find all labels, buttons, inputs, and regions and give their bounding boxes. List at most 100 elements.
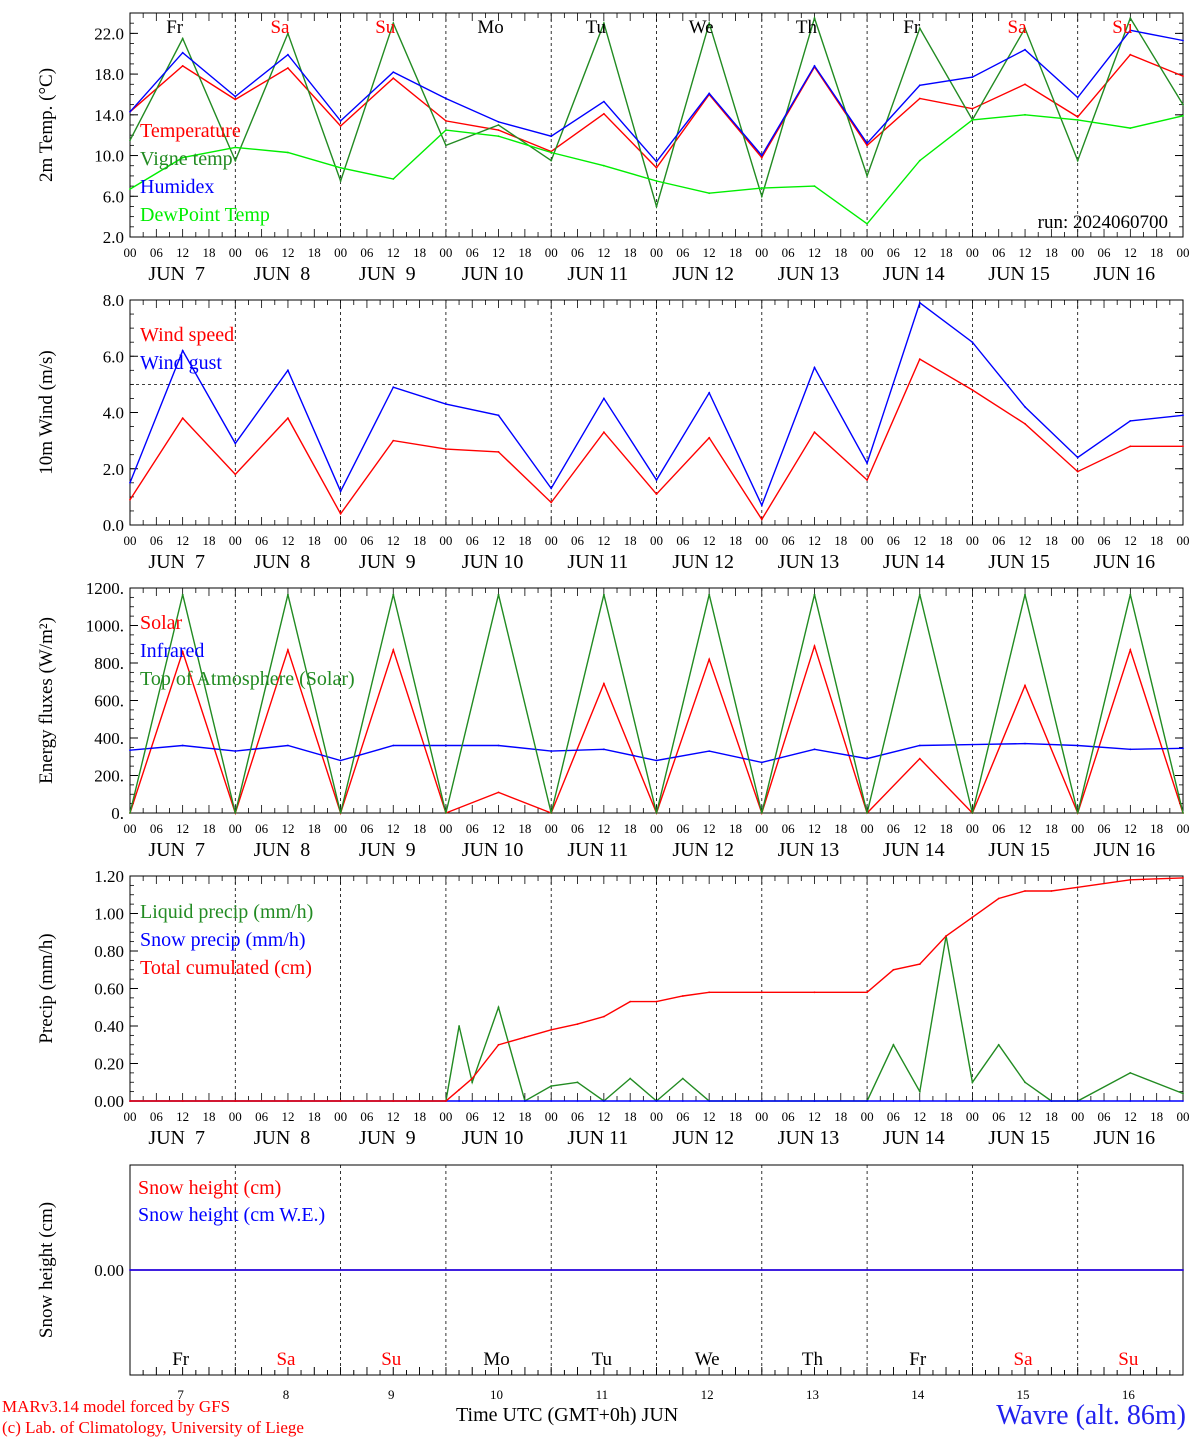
data-point xyxy=(603,22,605,25)
hour-tick-label: 06 xyxy=(255,1109,269,1124)
data-point xyxy=(129,481,131,484)
data-point xyxy=(129,749,131,752)
data-point xyxy=(1182,414,1184,417)
hour-tick-label: 18 xyxy=(1150,533,1163,548)
data-point xyxy=(287,151,289,154)
data-point xyxy=(550,750,553,752)
legend-entry: DewPoint Temp xyxy=(140,204,270,226)
hour-tick-label: 00 xyxy=(334,821,347,836)
hour-tick-label: 12 xyxy=(1124,245,1137,260)
hour-tick-label: 12 xyxy=(703,821,716,836)
hour-tick-label: 18 xyxy=(834,1109,847,1124)
data-point xyxy=(445,97,447,100)
hour-tick-label: 12 xyxy=(1124,1109,1137,1124)
data-point xyxy=(1024,113,1026,116)
data-point xyxy=(234,812,237,814)
hour-tick-label: 06 xyxy=(782,821,796,836)
series-line xyxy=(129,15,1184,210)
data-point xyxy=(445,812,447,814)
hour-tick-label: 00 xyxy=(439,533,452,548)
hour-tick-label: 18 xyxy=(202,1109,215,1124)
date-label: JUN 9 xyxy=(359,263,416,285)
day-abbr-label: Su xyxy=(1118,1349,1139,1370)
hour-tick-label: 12 xyxy=(913,1109,926,1124)
hour-tick-label: 06 xyxy=(992,245,1006,260)
data-point xyxy=(576,1023,579,1025)
data-point xyxy=(813,748,816,751)
data-point xyxy=(497,451,500,453)
hour-tick-label: 06 xyxy=(1098,821,1112,836)
day-abbr-label: We xyxy=(689,17,714,38)
data-point xyxy=(181,65,184,67)
data-point xyxy=(1076,159,1079,162)
day-abbr-label: Sa xyxy=(276,1349,296,1370)
hour-tick-label: 00 xyxy=(966,821,979,836)
data-point xyxy=(603,164,605,167)
data-point xyxy=(550,151,553,154)
data-point xyxy=(760,154,763,157)
hour-tick-label: 06 xyxy=(571,245,585,260)
hour-tick-label: 00 xyxy=(124,245,137,260)
hour-tick-label: 12 xyxy=(597,245,610,260)
day-abbr-label: Fr xyxy=(166,17,184,38)
data-point xyxy=(339,812,342,814)
hour-tick-label: 00 xyxy=(1177,533,1190,548)
hour-tick-label: 00 xyxy=(334,245,347,260)
data-point xyxy=(234,1100,237,1102)
hour-tick-label: 12 xyxy=(281,1109,294,1124)
data-point xyxy=(866,991,868,994)
data-point xyxy=(603,1015,605,1018)
hour-tick-label: 00 xyxy=(861,245,874,260)
day-number-label: 16 xyxy=(1122,1387,1136,1402)
data-point xyxy=(655,1000,658,1003)
data-point xyxy=(392,439,395,442)
data-point xyxy=(866,812,868,814)
legend-entry: Temperature xyxy=(140,120,241,142)
hour-tick-label: 00 xyxy=(966,245,979,260)
data-point xyxy=(1129,748,1132,751)
y-axis-label: Snow height (cm) xyxy=(36,1202,57,1338)
y-axis-label: Energy fluxes (W/m²) xyxy=(36,617,57,784)
panel-1: 2.0 6.0 10.0 14.0 18.0 22.0 2m Temp. (°C) Tempe… xyxy=(36,12,1190,285)
data-point xyxy=(497,791,500,794)
data-point xyxy=(445,744,447,747)
data-point xyxy=(813,1100,816,1102)
hour-tick-label: 06 xyxy=(676,533,690,548)
y-tick-label: 0.80 xyxy=(94,942,124,961)
data-point xyxy=(1129,1100,1132,1102)
data-point xyxy=(918,159,921,162)
data-point xyxy=(813,645,816,647)
hour-tick-label: 18 xyxy=(624,821,637,836)
date-label: JUN 9 xyxy=(359,839,416,861)
data-point xyxy=(892,968,895,971)
data-point xyxy=(997,1043,1000,1046)
hour-tick-label: 18 xyxy=(518,821,531,836)
hour-tick-label: 00 xyxy=(439,245,452,260)
hour-tick-label: 06 xyxy=(887,533,901,548)
data-point xyxy=(1182,114,1184,117)
data-point xyxy=(603,1100,605,1102)
legend-entry: Solar xyxy=(140,612,183,634)
data-point xyxy=(129,188,131,191)
hour-tick-label: 06 xyxy=(466,245,480,260)
date-label: JUN 14 xyxy=(883,263,945,285)
date-label: JUN 15 xyxy=(988,263,1050,285)
data-point xyxy=(655,759,658,762)
data-point xyxy=(1024,1100,1026,1102)
y-tick-label: 1.20 xyxy=(94,867,124,886)
date-label: JUN 7 xyxy=(148,551,205,573)
panel-4: 0.00 0.20 0.40 0.60 0.80 1.00 1.20 Precip (mm/h… xyxy=(36,867,1190,1149)
date-label: JUN 11 xyxy=(567,263,628,285)
hour-tick-label: 12 xyxy=(703,533,716,548)
data-point xyxy=(1076,886,1079,889)
hour-tick-label: 00 xyxy=(545,1109,558,1124)
date-label: JUN 15 xyxy=(988,1127,1050,1149)
data-point xyxy=(445,120,447,122)
hour-tick-label: 18 xyxy=(413,533,426,548)
data-point xyxy=(655,166,658,169)
date-label: JUN 7 xyxy=(148,263,205,285)
hour-tick-label: 06 xyxy=(887,245,901,260)
hour-tick-label: 18 xyxy=(308,1109,321,1124)
hour-tick-label: 06 xyxy=(992,821,1006,836)
